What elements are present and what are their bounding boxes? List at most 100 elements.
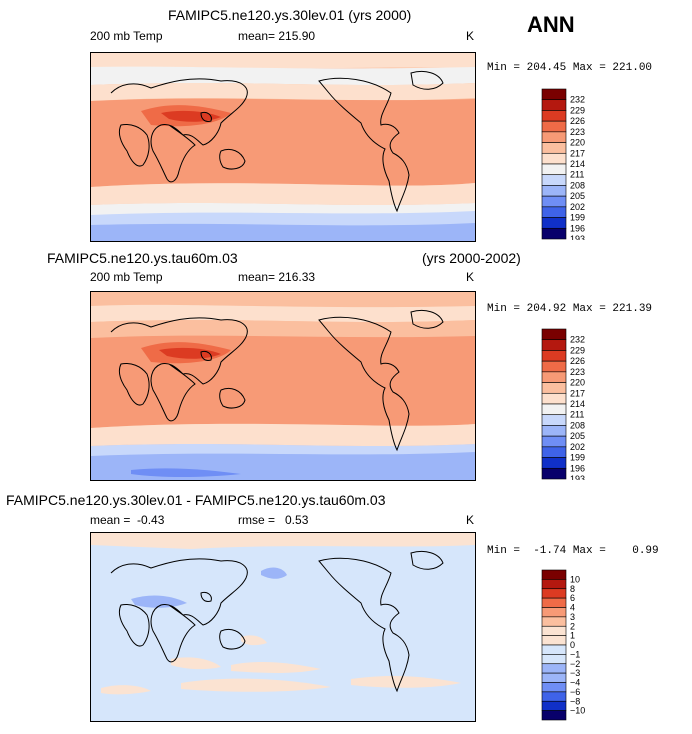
- colorbar-swatch: [541, 435, 567, 448]
- colorbar-tick-label: 0: [570, 640, 575, 650]
- colorbar-tick-label: 193: [570, 474, 585, 480]
- colorbar-tick-label: 208: [570, 420, 585, 430]
- colorbar-tick-label: 229: [570, 345, 585, 355]
- colorbar-tick-label: 205: [570, 191, 585, 201]
- panel2-colorbar: 232 229 226 223 220 217 214 211 208 205 202 199 196 1…: [541, 328, 591, 495]
- colorbar-swatch: [541, 635, 567, 646]
- colorbar-swatch: [541, 371, 567, 383]
- colorbar-tick-label: 226: [570, 116, 585, 126]
- colorbar-swatch: [541, 644, 567, 655]
- colorbar-swatch: [541, 152, 567, 165]
- colorbar-swatch: [541, 403, 567, 416]
- colorbar-swatch: [541, 131, 567, 143]
- colorbar-swatch: [541, 174, 567, 186]
- colorbar-swatch: [541, 217, 567, 229]
- colorbar-tick-label: 232: [570, 335, 585, 345]
- panel1-units: K: [466, 29, 475, 43]
- colorbar-tick-label: 1: [570, 631, 575, 641]
- colorbar-swatch: [541, 185, 567, 197]
- colorbar-swatch: [541, 88, 567, 101]
- colorbar-swatch: [541, 663, 567, 674]
- colorbar-swatch: [541, 227, 567, 240]
- colorbar-tick-label: −6: [570, 687, 580, 697]
- colorbar-swatch: [541, 163, 567, 176]
- panel1-mean: mean= 215.90: [238, 29, 316, 43]
- colorbar-tick-label: 10: [570, 574, 580, 584]
- panel3-units: K: [466, 513, 475, 527]
- panel1-colorbar-svg: 2322292262232202172142112082052021991961…: [541, 88, 585, 255]
- colorbar-tick-label: 223: [570, 127, 585, 137]
- colorbar-swatch: [541, 110, 567, 122]
- panel2-title: FAMIPC5.ne120.ys.tau60m.03: [47, 250, 238, 266]
- panel2-years: (yrs 2000-2002): [422, 250, 521, 266]
- colorbar-swatch: [541, 569, 567, 580]
- colorbar-tick-label: 208: [570, 180, 585, 190]
- colorbar-tick-label: −4: [570, 678, 580, 688]
- colorbar-swatch: [541, 682, 567, 693]
- colorbar-tick-label: 217: [570, 388, 585, 398]
- panel2-map: [90, 291, 476, 481]
- panel3-range: Min = -1.74 Max = 0.99: [487, 545, 659, 557]
- panel2-variable: 200 mb Temp: [90, 270, 163, 284]
- panel1-variable: 200 mb Temp: [90, 29, 163, 43]
- colorbar-tick-label: 199: [570, 213, 585, 223]
- panel3-rmse: rmse = 0.53: [238, 513, 309, 527]
- colorbar-swatch: [541, 206, 567, 218]
- colorbar-tick-label: 220: [570, 138, 585, 148]
- colorbar-swatch: [541, 339, 567, 351]
- panel2-range: Min = 204.92 Max = 221.39: [487, 303, 653, 315]
- panel3-map: [90, 532, 476, 722]
- panel1-colorbar: 232 229 226 223 220 217 214 211 208 205 202 199 196 1…: [541, 88, 591, 255]
- colorbar-tick-label: 211: [570, 410, 584, 420]
- colorbar-swatch: [541, 700, 567, 711]
- colorbar-tick-label: 226: [570, 356, 585, 366]
- colorbar-tick-label: 202: [570, 202, 585, 212]
- panel2-units: K: [466, 270, 475, 284]
- colorbar-tick-label: 3: [570, 612, 575, 622]
- colorbar-swatch: [541, 710, 567, 721]
- colorbar-tick-label: 232: [570, 95, 585, 105]
- colorbar-swatch: [541, 350, 567, 362]
- colorbar-tick-label: 4: [570, 603, 575, 613]
- colorbar-swatch: [541, 672, 567, 683]
- colorbar-tick-label: 2: [570, 621, 575, 631]
- colorbar-swatch: [541, 457, 567, 469]
- colorbar-swatch: [541, 195, 567, 208]
- colorbar-swatch: [541, 588, 567, 599]
- colorbar-tick-label: 214: [570, 159, 585, 169]
- colorbar-tick-label: 214: [570, 399, 585, 409]
- colorbar-swatch: [541, 597, 567, 608]
- panel2-colorbar-svg: 2322292262232202172142112082052021991961…: [541, 328, 585, 495]
- panel3-mean: mean = -0.43: [90, 513, 165, 527]
- panel1-map: [90, 52, 476, 242]
- colorbar-tick-label: 211: [570, 170, 584, 180]
- colorbar-tick-label: −3: [570, 668, 580, 678]
- colorbar-tick-label: 196: [570, 223, 585, 233]
- colorbar-tick-label: −1: [570, 649, 580, 659]
- panel3-title: FAMIPC5.ne120.ys.30lev.01 - FAMIPC5.ne12…: [6, 492, 386, 508]
- colorbar-swatch: [541, 446, 567, 458]
- colorbar-swatch: [541, 392, 567, 405]
- colorbar-swatch: [541, 625, 567, 636]
- colorbar-tick-label: 6: [570, 593, 575, 603]
- colorbar-tick-label: 193: [570, 234, 585, 240]
- colorbar-tick-label: 220: [570, 378, 585, 388]
- colorbar-swatch: [541, 467, 567, 480]
- colorbar-swatch: [541, 120, 567, 133]
- colorbar-tick-label: 199: [570, 453, 585, 463]
- colorbar-swatch: [541, 616, 567, 627]
- colorbar-swatch: [541, 360, 567, 373]
- panel1-range: Min = 204.45 Max = 221.00: [487, 62, 653, 74]
- colorbar-swatch: [541, 654, 567, 665]
- colorbar-swatch: [541, 425, 567, 437]
- season-label: ANN: [527, 12, 575, 37]
- colorbar-tick-label: 217: [570, 148, 585, 158]
- colorbar-swatch: [541, 691, 567, 702]
- panel1-title: FAMIPC5.ne120.ys.30lev.01 (yrs 2000): [168, 7, 412, 23]
- colorbar-swatch: [541, 579, 567, 590]
- colorbar-swatch: [541, 414, 567, 426]
- colorbar-tick-label: 223: [570, 367, 585, 377]
- colorbar-tick-label: 229: [570, 105, 585, 115]
- colorbar-swatch: [541, 99, 567, 111]
